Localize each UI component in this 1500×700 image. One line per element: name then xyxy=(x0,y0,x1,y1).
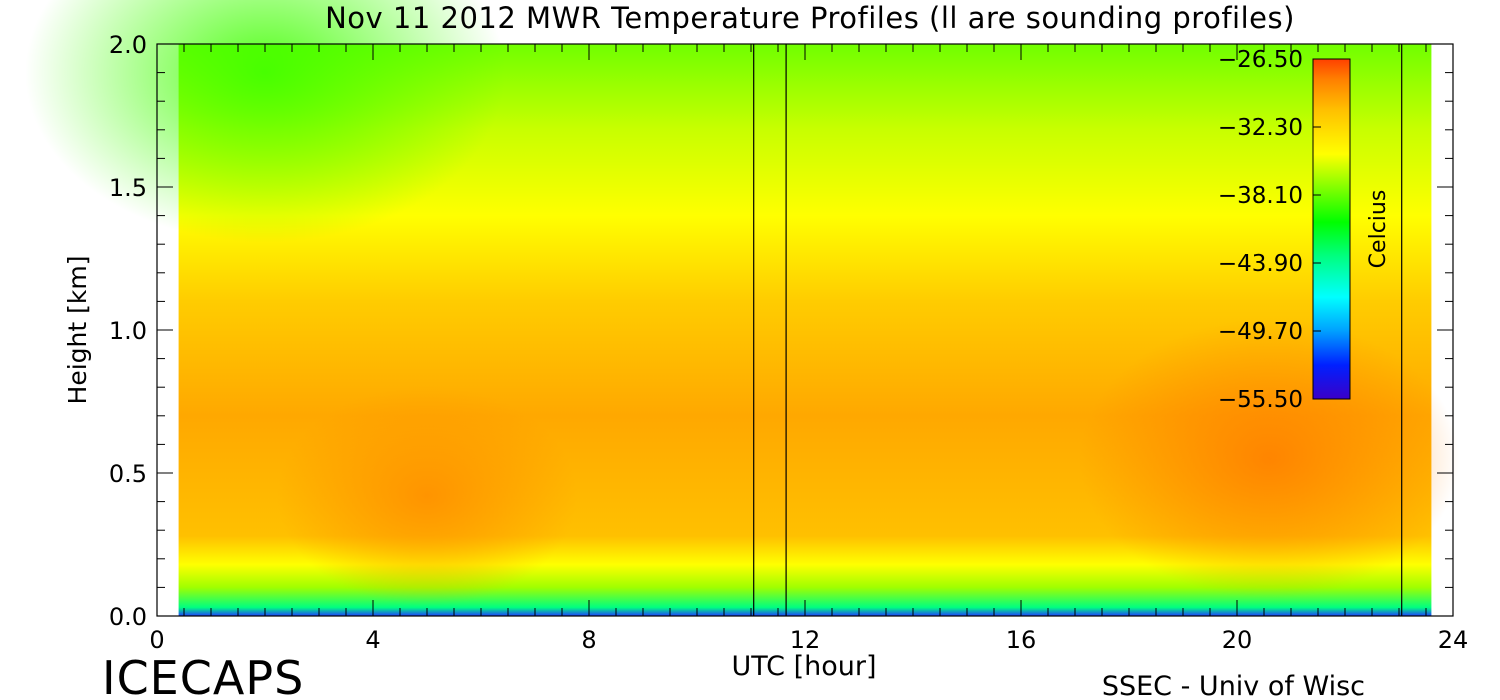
plot-area xyxy=(25,0,1460,616)
x-tick-label: 24 xyxy=(1438,626,1469,654)
x-tick-label: 20 xyxy=(1222,626,1253,654)
x-tick-label: 8 xyxy=(581,626,596,654)
y-tick-label: 0.5 xyxy=(109,460,147,488)
y-tick-label: 2.0 xyxy=(109,31,147,59)
warm-core-evening xyxy=(1079,318,1460,599)
y-tick-label: 1.5 xyxy=(109,174,147,202)
x-tick-label: 0 xyxy=(149,626,164,654)
icecaps-logo-text: ICECAPS xyxy=(102,651,304,700)
colorbar-tick-label: −38.10 xyxy=(1218,183,1303,209)
y-tick-label: 1.0 xyxy=(109,317,147,345)
cool-region-top xyxy=(25,0,505,243)
axes: 0 4 8 12 16 20 24 0.0 0.5 1.0 1.5 2.0 xyxy=(109,31,1468,654)
x-axis-label: UTC [hour] xyxy=(731,651,876,682)
y-axis-label: Height [km] xyxy=(63,256,92,405)
colorbar-tick-label: −55.50 xyxy=(1218,387,1303,413)
warm-core-morning xyxy=(277,385,577,606)
chart-title: Nov 11 2012 MWR Temperature Profiles (ll… xyxy=(325,1,1295,35)
colorbar-tick-label: −49.70 xyxy=(1218,319,1303,345)
ssec-credit: SSEC - Univ of Wisc xyxy=(1102,671,1365,700)
colorbar-label: Celcius xyxy=(1366,190,1391,269)
x-tick-label: 12 xyxy=(790,626,821,654)
colorbar-tick-label: −26.50 xyxy=(1218,47,1303,73)
colorbar-tick-label: −32.30 xyxy=(1218,115,1303,141)
x-tick-label: 4 xyxy=(365,626,380,654)
colorbar: −26.50 −32.30 −38.10 −43.90 −49.70 −55.50 Celc… xyxy=(1218,47,1391,413)
colorbar-tick-label: −43.90 xyxy=(1218,251,1303,277)
colorbar-gradient xyxy=(1312,58,1351,400)
x-tick-label: 16 xyxy=(1006,626,1037,654)
y-tick-label: 0.0 xyxy=(109,603,147,631)
